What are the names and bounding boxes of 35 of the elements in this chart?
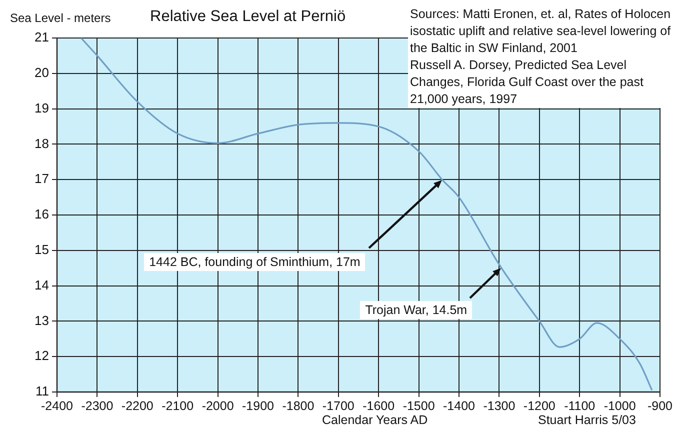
- x-tick-label: -1800: [282, 398, 314, 413]
- y-tick-label: 19: [34, 100, 49, 116]
- chart-title: Relative Sea Level at Perniö: [150, 8, 346, 26]
- x-tick-label: -2100: [162, 398, 194, 413]
- y-tick-label: 13: [34, 312, 49, 328]
- x-tick-label: -1400: [443, 398, 476, 413]
- x-tick-label: -1700: [322, 398, 354, 413]
- y-tick-label: 17: [34, 171, 49, 186]
- x-tick-label: -900: [647, 398, 673, 413]
- x-tick-label: -1500: [402, 398, 435, 413]
- annotation: Russell A. Dorsey, Predicted Sea Level Changes, Florida Gulf Coast over the past 21,000 years, 1997: [410, 57, 644, 108]
- x-tick-label: -1100: [564, 398, 596, 413]
- x-tick-label: -1000: [604, 398, 636, 413]
- x-tick-label: -1300: [483, 398, 516, 413]
- x-tick-label: -2300: [81, 398, 114, 413]
- annotation: Sources: Matti Eronen, et. al, Rates of Holocen isostatic uplift and relative sea-level lowering of the Baltic in SW Finland, 2001: [410, 6, 672, 57]
- x-tick-label: -2400: [41, 398, 74, 413]
- x-tick-label: -2000: [202, 398, 234, 413]
- x-tick-label: -2200: [121, 398, 154, 413]
- y-tick-label: 14: [34, 277, 49, 292]
- annotation: 1442 BC, founding of Sminthium, 17m: [144, 252, 366, 271]
- x-tick-label: -1200: [523, 398, 556, 413]
- y-tick-label: 21: [34, 30, 49, 45]
- y-tick-label: 20: [34, 64, 49, 80]
- annotation: Trojan War, 14.5m: [360, 301, 472, 320]
- text: Stuart Harris 5/03: [538, 413, 636, 427]
- x-axis-title: Calendar Years AD: [322, 413, 428, 427]
- y-tick-label: 16: [34, 206, 49, 222]
- y-tick-label: 12: [34, 348, 49, 364]
- y-tick-label: 11: [36, 384, 49, 399]
- y-tick-label: 15: [34, 242, 49, 257]
- y-axis-title: Sea Level - meters: [10, 11, 111, 25]
- y-tick-label: 18: [34, 136, 49, 151]
- x-tick-label: -1600: [362, 398, 395, 413]
- x-tick-label: -1900: [242, 398, 274, 413]
